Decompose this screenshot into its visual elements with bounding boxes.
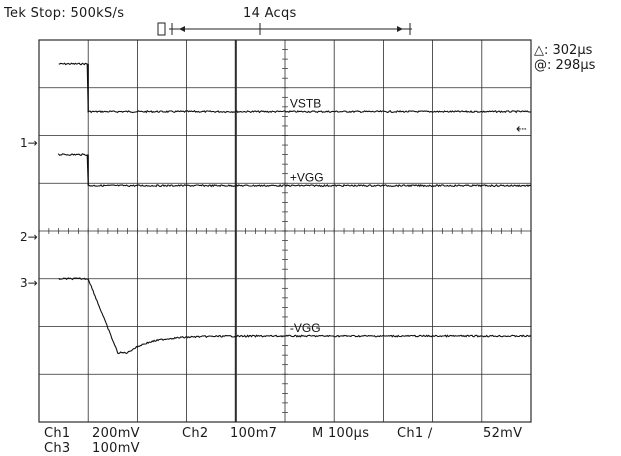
- series-label: VSTB: [290, 97, 321, 111]
- trigger-level: 52mV: [483, 426, 523, 441]
- cursor-delta-readout: △: 302µs: [534, 43, 593, 58]
- trigger-source: Ch1 ∕: [397, 426, 433, 441]
- ch1-scale: 200mV: [92, 426, 140, 441]
- trace-vgg: [58, 153, 532, 188]
- acquisition-status: Tek Stop: 500kS/s: [4, 6, 125, 21]
- trigger-level-marker: ⇠: [516, 122, 527, 137]
- trace-vstb: [58, 62, 532, 114]
- trace-labels: VSTB +VGG -VGG: [290, 97, 324, 335]
- channel-2-marker: 2→: [20, 230, 38, 244]
- waveform-traces: [58, 62, 532, 355]
- timebase-readout: M 100µs: [312, 426, 370, 441]
- ch2-scale: 100m7: [230, 426, 278, 441]
- channel-3-marker: 3→: [20, 276, 38, 290]
- acquisition-count: 14 Acqs: [243, 6, 297, 21]
- horizontal-cursor-bar: [157, 22, 412, 36]
- series-label: -VGG: [290, 321, 321, 335]
- cursor-position-readout: @: 298µs: [534, 58, 596, 73]
- ch1-label: Ch1: [44, 426, 71, 441]
- channel-1-marker: 1→: [20, 136, 38, 150]
- series-label: +VGG: [290, 171, 324, 185]
- graticule-grid: [38, 39, 532, 423]
- ch3-scale: 100mV: [92, 441, 140, 456]
- trace-vgg: [58, 277, 532, 355]
- ch2-label: Ch2: [182, 426, 209, 441]
- ch3-label: Ch3: [44, 441, 71, 456]
